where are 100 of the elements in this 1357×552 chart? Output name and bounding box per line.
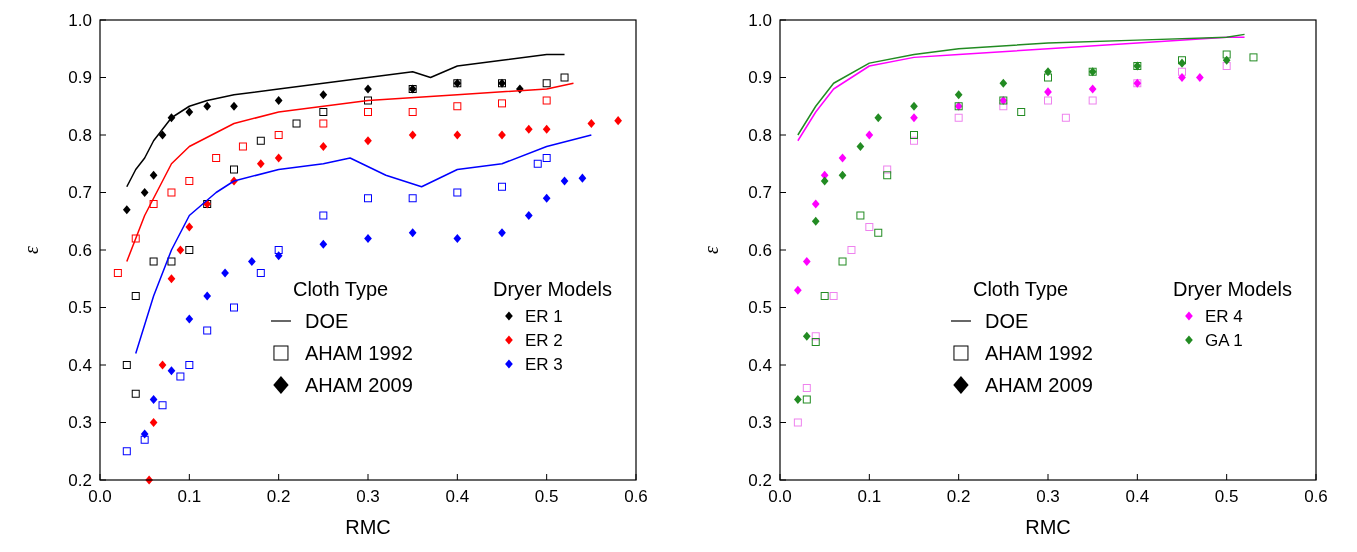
annotation: Cloth Type (292, 278, 389, 300)
point (248, 256, 256, 267)
point (149, 200, 158, 208)
x-tick-label: 0.0 (768, 487, 792, 506)
y-tick-label: 0.8 (748, 125, 772, 145)
point (140, 435, 149, 444)
point (560, 73, 569, 82)
x-axis-title: RMC (1025, 516, 1071, 538)
point (838, 153, 847, 163)
point (811, 216, 820, 226)
point (453, 102, 462, 111)
point (856, 141, 865, 152)
point (811, 332, 820, 341)
point (802, 256, 811, 267)
point (498, 99, 506, 108)
point (364, 96, 372, 105)
point (802, 395, 811, 404)
point (319, 141, 328, 152)
point (542, 124, 551, 134)
point (498, 182, 506, 191)
point (1061, 113, 1070, 122)
point (1249, 53, 1258, 62)
x-axis-title: RMC (345, 516, 391, 538)
annotation: DOE (304, 310, 349, 332)
point (319, 239, 328, 249)
point (856, 211, 865, 220)
point (292, 119, 301, 128)
y-tick-label: 0.2 (68, 470, 92, 490)
point (122, 361, 131, 369)
point (319, 119, 328, 128)
point (999, 102, 1008, 111)
point (176, 372, 185, 381)
point (498, 130, 506, 140)
point (794, 394, 802, 405)
point (847, 246, 856, 254)
point (1044, 73, 1052, 82)
point (524, 210, 533, 221)
y-tick-label: 0.2 (748, 470, 772, 490)
y-tick-label: 0.4 (748, 355, 772, 375)
point (1044, 87, 1052, 97)
line-series (126, 53, 566, 188)
point (122, 205, 131, 215)
point (910, 136, 918, 145)
point (910, 113, 918, 123)
point (865, 130, 874, 140)
annotation: AHAM 2009 (984, 374, 1093, 396)
point (542, 193, 551, 203)
point (212, 154, 221, 162)
point (1088, 84, 1097, 94)
point (1178, 67, 1186, 76)
point (149, 417, 158, 428)
point (811, 338, 820, 346)
y-tick-label: 0.5 (748, 298, 772, 318)
point (874, 113, 883, 123)
legend-label: ER 3 (524, 355, 563, 374)
point (524, 124, 533, 134)
point (238, 142, 247, 151)
point (113, 269, 122, 277)
x-tick-label: 0.2 (946, 487, 971, 506)
point (1044, 96, 1052, 105)
point (203, 326, 212, 335)
point (1178, 72, 1186, 83)
y-tick-label: 0.3 (68, 413, 92, 433)
legend-label: GA 1 (1204, 331, 1243, 350)
point (802, 331, 811, 341)
y-tick-label: 1.0 (748, 10, 772, 30)
point (256, 159, 265, 169)
x-tick-label: 0.0 (88, 487, 112, 506)
point (149, 257, 158, 266)
point (256, 136, 265, 145)
y-tick-label: 0.6 (68, 240, 92, 260)
annotation: DOE (984, 310, 1029, 332)
point (1088, 96, 1097, 105)
point (167, 188, 176, 197)
point (542, 154, 551, 162)
point (185, 361, 194, 369)
point (149, 394, 158, 405)
point (158, 360, 167, 370)
point (453, 130, 462, 140)
point (802, 384, 811, 392)
point (533, 159, 542, 168)
point (274, 153, 283, 163)
point (1196, 72, 1204, 83)
point (999, 78, 1008, 88)
point (874, 228, 883, 237)
point (954, 113, 963, 122)
point (408, 130, 417, 140)
x-tick-label: 0.1 (857, 487, 882, 506)
point (364, 84, 372, 94)
point (149, 170, 158, 180)
point (140, 187, 149, 198)
point (185, 107, 194, 117)
point (614, 116, 622, 126)
y-tick-label: 0.3 (748, 413, 772, 433)
point (274, 131, 283, 139)
point (167, 257, 176, 266)
point (820, 292, 829, 300)
point (167, 366, 176, 376)
point (883, 171, 892, 180)
point (140, 429, 149, 439)
